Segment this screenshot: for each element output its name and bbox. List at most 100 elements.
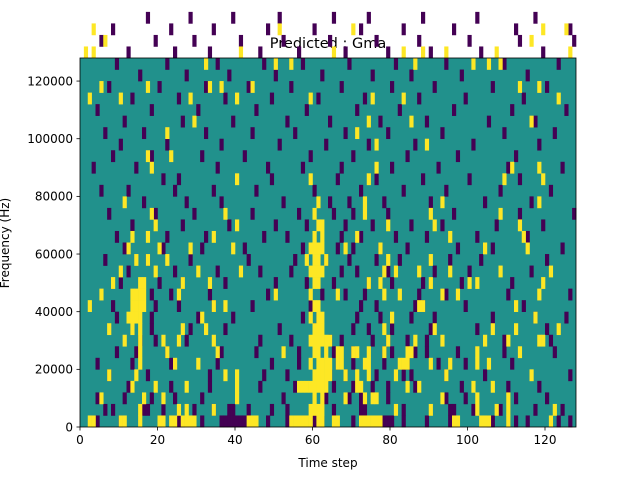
heatmap-cell-low: [459, 380, 464, 393]
heatmap-cell-low: [452, 104, 457, 116]
heatmap-cell-low: [475, 323, 480, 336]
heatmap-cell-low: [91, 161, 96, 174]
heatmap-cell-high: [316, 277, 321, 289]
heatmap-cell-high: [428, 254, 433, 266]
heatmap-cell-high: [316, 323, 321, 336]
heatmap-cell-low: [374, 254, 379, 266]
heatmap-cell-high: [483, 334, 488, 347]
heatmap-cell-high: [316, 300, 321, 312]
heatmap-cell-low: [335, 242, 340, 255]
heatmap-cell-high: [417, 300, 422, 312]
heatmap-cell-low: [417, 34, 422, 47]
heatmap-cell-low: [331, 403, 337, 416]
heatmap-cell-low: [541, 219, 546, 232]
heatmap-cell-high: [138, 415, 143, 428]
heatmap-cell-high: [355, 380, 360, 393]
heatmap-cell-high: [355, 230, 360, 243]
heatmap-cell-low: [134, 346, 139, 359]
heatmap-cell-low: [328, 115, 333, 128]
heatmap-cell-high: [541, 23, 546, 36]
y-tick-label: 20000: [35, 363, 73, 377]
heatmap-cell-low: [343, 219, 348, 232]
heatmap-cell-high: [320, 323, 325, 336]
heatmap-cell-low: [572, 207, 577, 220]
heatmap-cell-high: [204, 323, 209, 336]
heatmap-cell-low: [207, 380, 213, 393]
heatmap-cell-high: [134, 300, 139, 312]
heatmap-cell-low: [421, 173, 426, 186]
heatmap-cell-low: [300, 58, 306, 70]
heatmap-cell-high: [126, 311, 131, 324]
heatmap-cell-high: [149, 161, 154, 174]
heatmap-cell-high: [490, 380, 495, 393]
heatmap-cell-low: [285, 415, 290, 428]
heatmap-cell-low: [122, 115, 127, 128]
heatmap-cell-high: [91, 23, 96, 36]
heatmap-cell-high: [510, 161, 515, 174]
heatmap-cell-high: [157, 415, 162, 428]
heatmap-cell-low: [568, 23, 573, 36]
heatmap-cell-high: [312, 277, 317, 289]
heatmap-cell-high: [324, 334, 329, 347]
heatmap-cell-high: [320, 230, 325, 243]
heatmap-cell-low: [436, 161, 441, 174]
heatmap-cell-low: [99, 184, 104, 197]
heatmap-cell-high: [452, 415, 457, 428]
heatmap-cell-low: [130, 357, 135, 370]
heatmap-cell-low: [370, 380, 375, 393]
heatmap-cell-high: [304, 415, 309, 428]
heatmap-cell-high: [320, 380, 325, 393]
heatmap-cell-high: [471, 380, 476, 393]
heatmap-cell-high: [374, 138, 379, 151]
heatmap-cell-high: [448, 230, 453, 243]
heatmap-cell-low: [304, 219, 309, 232]
heatmap-cell-high: [107, 369, 112, 382]
heatmap-cell-low: [227, 403, 232, 416]
heatmap-cell-low: [304, 104, 309, 116]
heatmap-cell-high: [223, 369, 228, 382]
heatmap-cell-low: [297, 46, 302, 59]
heatmap-cell-low: [537, 380, 542, 393]
heatmap-cell-high: [138, 334, 143, 347]
heatmap-cell-low: [347, 392, 352, 405]
heatmap-cell-high: [386, 219, 391, 232]
heatmap-cell-low: [331, 207, 337, 220]
heatmap-cell-low: [95, 104, 100, 116]
y-axis-label: Frequency (Hz): [0, 198, 12, 289]
heatmap-cell-high: [362, 207, 368, 220]
heatmap-cell-high: [366, 277, 371, 289]
heatmap-cell-high: [486, 58, 492, 70]
y-tick-label: 60000: [35, 247, 73, 261]
heatmap-cell-low: [359, 23, 364, 36]
heatmap-cell-low: [273, 277, 278, 289]
heatmap-cell-low: [250, 207, 255, 220]
heatmap-cell-low: [184, 334, 189, 347]
heatmap-cell-low: [556, 58, 561, 70]
heatmap-cell-low: [502, 346, 507, 359]
heatmap-cell-high: [188, 415, 193, 428]
heatmap-cell-low: [246, 403, 251, 416]
heatmap-cell-low: [475, 230, 480, 243]
heatmap-cell-high: [552, 403, 557, 416]
heatmap-cell-low: [564, 311, 569, 324]
heatmap-cell-high: [521, 230, 526, 243]
heatmap-cell-low: [498, 184, 503, 197]
heatmap-cell-low: [142, 403, 147, 416]
heatmap-cell-low: [188, 254, 193, 266]
heatmap-cell-high: [355, 346, 360, 359]
heatmap-cell-low: [196, 104, 201, 116]
heatmap-cell-high: [196, 265, 201, 278]
heatmap-cell-high: [238, 265, 244, 278]
heatmap-cell-high: [359, 415, 364, 428]
heatmap-cell-low: [432, 265, 437, 278]
heatmap-cell-low: [374, 173, 379, 186]
heatmap-cell-high: [409, 115, 414, 128]
heatmap-cell-high: [401, 92, 406, 105]
heatmap-cell-high: [432, 323, 437, 336]
heatmap-cell-high: [250, 81, 255, 93]
heatmap-cell-low: [149, 104, 154, 116]
heatmap-cell-high: [448, 265, 453, 278]
heatmap-cell-low: [180, 219, 185, 232]
y-tick-label: 0: [65, 420, 73, 434]
heatmap-cell-low: [227, 219, 232, 232]
